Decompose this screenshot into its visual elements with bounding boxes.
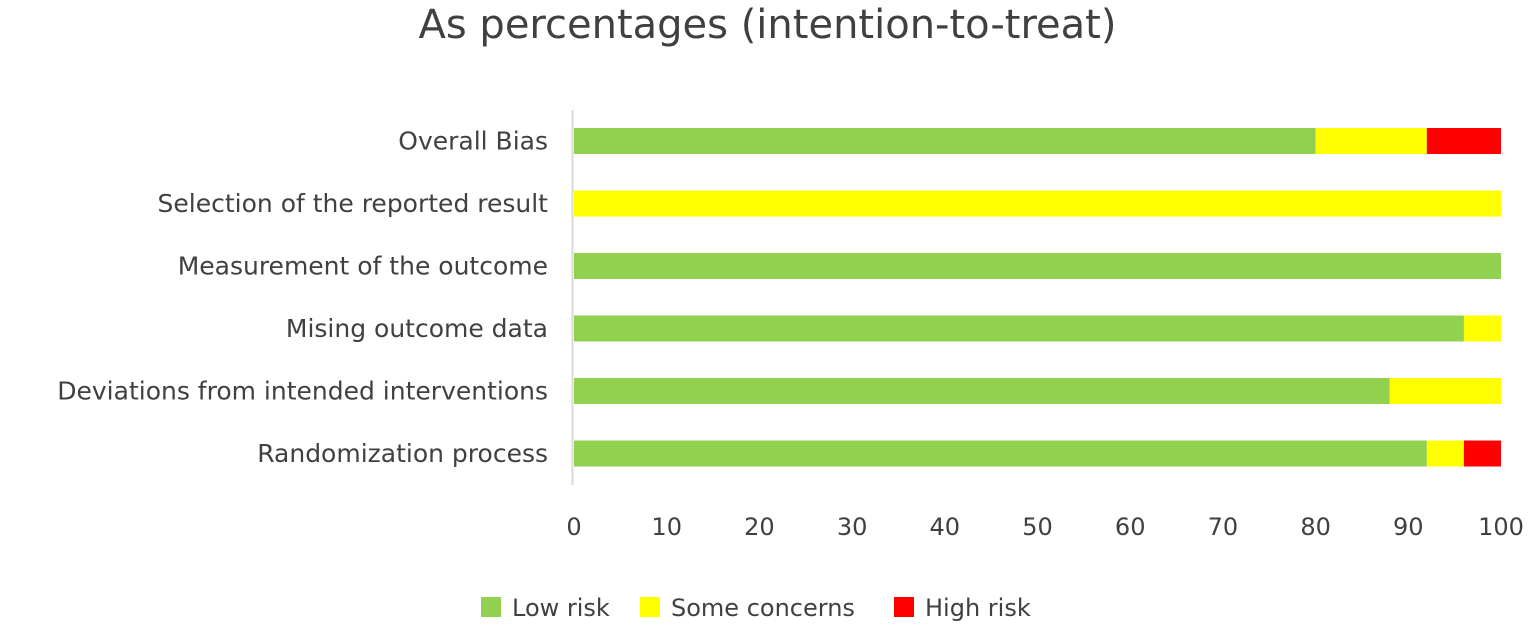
x-tick-label: 20 (744, 513, 775, 541)
bar-segment-some-concerns (1463, 315, 1501, 342)
legend-label: Some concerns (671, 594, 855, 622)
category-label: Deviations from intended interventions (57, 377, 548, 406)
category-label: Mising outcome data (286, 314, 548, 343)
category-label: Randomization process (257, 439, 548, 468)
bar-segment-low-risk (574, 440, 1427, 467)
x-tick-label: 10 (651, 513, 682, 541)
x-tick-label: 100 (1478, 513, 1524, 541)
x-tick-label: 60 (1115, 513, 1146, 541)
legend-label: Low risk (512, 594, 610, 622)
bar-segment-some-concerns (574, 190, 1501, 217)
category-label: Measurement of the outcome (178, 252, 548, 281)
x-tick-label: 50 (1022, 513, 1053, 541)
chart-title: As percentages (intention-to-treat) (418, 2, 1117, 48)
bar-segment-high-risk (1426, 128, 1501, 154)
legend-swatch-some-concerns (640, 597, 660, 617)
bar-segment-low-risk (574, 378, 1390, 404)
category-label: Selection of the reported result (158, 189, 549, 218)
x-tick-label: 30 (837, 513, 868, 541)
category-label: Overall Bias (398, 127, 548, 156)
bar-segment-low-risk (574, 315, 1464, 342)
x-tick-label: 90 (1393, 513, 1424, 541)
bar-segment-some-concerns (1389, 378, 1501, 404)
bar-segment-some-concerns (1426, 440, 1464, 467)
legend-swatch-high-risk (894, 597, 914, 617)
bar-segment-low-risk (574, 128, 1316, 154)
legend-swatch-low-risk (481, 597, 501, 617)
x-tick-label: 0 (566, 513, 581, 541)
bar-segment-high-risk (1463, 440, 1501, 467)
x-tick-label: 70 (1208, 513, 1239, 541)
bar-segment-low-risk (574, 253, 1501, 279)
x-tick-label: 80 (1300, 513, 1331, 541)
legend-label: High risk (925, 594, 1031, 622)
bar-segment-some-concerns (1315, 128, 1427, 154)
x-tick-label: 40 (930, 513, 961, 541)
